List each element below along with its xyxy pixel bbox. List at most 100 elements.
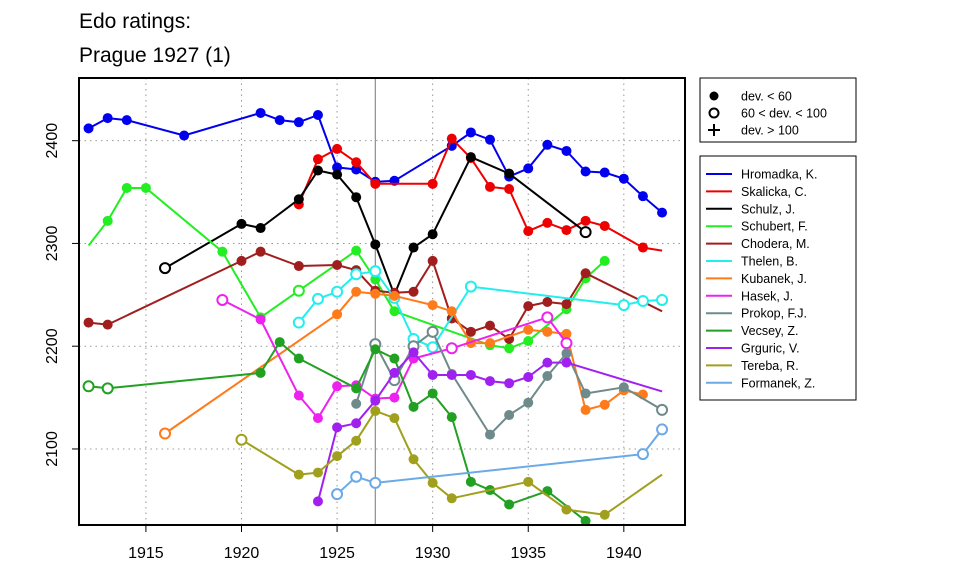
- data-point: [217, 246, 228, 257]
- series-legend-label: Schulz, J.: [741, 202, 795, 216]
- marker-legend-label: dev. < 60: [741, 90, 792, 104]
- data-point: [102, 113, 113, 124]
- data-point: [311, 292, 324, 305]
- data-point: [542, 297, 553, 308]
- data-point: [636, 448, 649, 461]
- series-legend-label: Thelen, B.: [741, 255, 798, 269]
- data-point: [370, 288, 381, 299]
- data-point: [332, 260, 343, 271]
- data-point: [370, 344, 381, 355]
- data-point: [599, 399, 610, 410]
- data-point: [312, 413, 323, 424]
- series-legend: Hromadka, K. Skalicka, C. Schulz, J. Schube…: [699, 155, 857, 401]
- data-point: [427, 229, 438, 240]
- data-point: [101, 382, 114, 395]
- data-point: [580, 388, 591, 399]
- series-line: [336, 428, 663, 495]
- data-point: [351, 383, 362, 394]
- series-9: [82, 337, 591, 526]
- data-point: [351, 192, 362, 203]
- data-point: [485, 134, 496, 145]
- data-point: [561, 299, 572, 310]
- data-point: [351, 245, 362, 256]
- data-point: [235, 433, 248, 446]
- data-point: [599, 509, 610, 520]
- y-axis: 2100 2200 2300 2400: [44, 123, 79, 467]
- series-legend-label: Chodera, M.: [741, 237, 810, 251]
- x-axis: 1915 1920 1925 1930 1935 1940: [128, 525, 642, 562]
- series-legend-label: Grguric, V.: [741, 342, 800, 356]
- data-point: [465, 369, 476, 380]
- data-point: [636, 294, 649, 307]
- series-legend-label: Skalicka, C.: [741, 185, 807, 199]
- x-tick-label: 1940: [606, 545, 642, 562]
- marker-legend: dev. < 60 60 < dev. < 100 dev. > 100: [699, 77, 857, 143]
- data-point: [427, 300, 438, 311]
- data-point: [523, 163, 534, 174]
- data-point: [408, 347, 419, 358]
- series-line: [88, 341, 587, 522]
- data-point: [580, 515, 591, 526]
- data-point: [293, 353, 304, 364]
- title-line-1: Edo ratings:: [79, 10, 191, 33]
- data-point: [293, 194, 304, 205]
- data-point: [332, 169, 343, 180]
- data-point: [293, 117, 304, 128]
- series-10: [312, 347, 663, 507]
- data-point: [351, 286, 362, 297]
- data-point: [389, 392, 400, 403]
- data-point: [618, 173, 629, 184]
- data-point: [370, 395, 381, 406]
- x-tick-label: 1920: [224, 545, 260, 562]
- data-point: [255, 314, 266, 325]
- data-point: [542, 371, 553, 381]
- plot-frame: [78, 77, 686, 526]
- data-point: [446, 306, 457, 317]
- series-line: [87, 187, 606, 350]
- data-point: [485, 320, 496, 331]
- data-point: [292, 284, 305, 297]
- data-point: [350, 470, 363, 483]
- series-legend-label: Vecsey, Z.: [741, 324, 798, 338]
- data-point: [331, 488, 344, 501]
- series-line: [221, 299, 568, 420]
- data-point: [504, 343, 515, 354]
- series-line: [164, 290, 644, 435]
- x-tick-label: 1915: [128, 545, 164, 562]
- data-point: [445, 342, 458, 355]
- data-point: [408, 454, 419, 465]
- data-point: [446, 493, 457, 504]
- marker-legend-symbol: [708, 107, 720, 119]
- series-11: [235, 405, 663, 520]
- series-5: [292, 265, 669, 354]
- y-tick-label: 2400: [44, 123, 61, 159]
- data-point: [599, 255, 610, 266]
- data-point: [293, 261, 304, 272]
- data-point: [236, 218, 247, 229]
- series-layer: [82, 107, 669, 526]
- data-point: [255, 246, 266, 257]
- data-point: [332, 422, 343, 433]
- data-point: [370, 274, 381, 285]
- data-point: [370, 405, 381, 416]
- data-point: [504, 499, 515, 510]
- data-point: [332, 143, 343, 154]
- data-point: [389, 367, 400, 378]
- series-legend-label: Formanek, Z.: [741, 376, 815, 390]
- data-point: [370, 178, 381, 189]
- series-legend-label: Schubert, F.: [741, 220, 808, 234]
- data-point: [426, 325, 439, 338]
- data-point: [504, 378, 515, 389]
- data-point: [312, 496, 323, 507]
- data-point: [485, 429, 496, 440]
- data-point: [580, 404, 591, 415]
- series-legend-label: Prokop, F.J.: [741, 307, 807, 321]
- data-point: [523, 476, 534, 487]
- data-point: [561, 357, 572, 368]
- data-point: [351, 398, 362, 409]
- data-point: [427, 369, 438, 380]
- data-point: [408, 286, 419, 297]
- data-point: [389, 290, 400, 301]
- data-point: [159, 262, 172, 275]
